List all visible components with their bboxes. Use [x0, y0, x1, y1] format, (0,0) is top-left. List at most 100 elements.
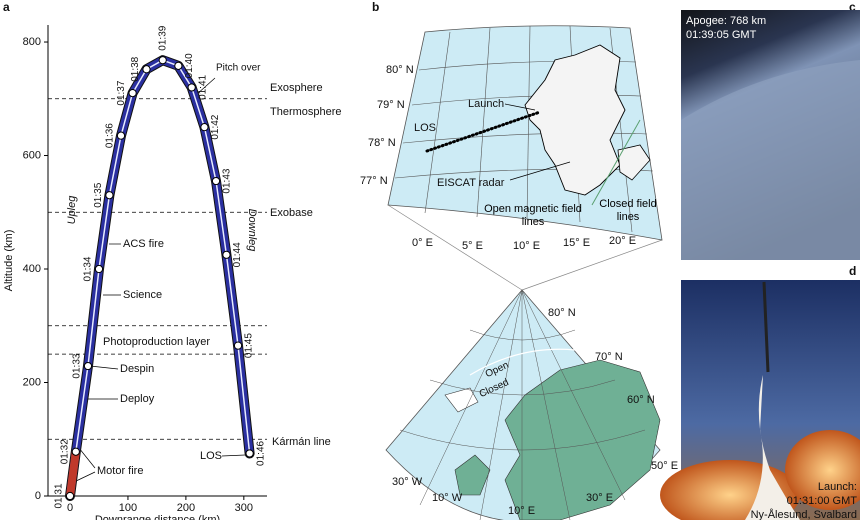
leader [509, 161, 571, 181]
map-label: LOS [414, 122, 436, 134]
time-label: 01:34 [83, 256, 94, 281]
oval [469, 348, 576, 376]
lat-label: 50° E [651, 460, 678, 472]
annotation: Photoproduction layer [103, 336, 210, 348]
y-tick-label: 800 [23, 36, 41, 48]
annotation: Kármán line [272, 436, 331, 448]
annotation: ACS fire [123, 238, 164, 250]
time-label: 01:35 [93, 182, 104, 207]
y-tick-label: 400 [23, 263, 41, 275]
lon-label: 30° W [392, 476, 423, 488]
panel-label: d [849, 264, 856, 278]
time-marker [83, 361, 93, 371]
map-label: EISCAT radar [437, 177, 505, 189]
lon-label: 15° E [563, 237, 590, 249]
y-tick-label: 600 [23, 149, 41, 161]
leader [73, 471, 96, 483]
lon-label: 20° E [609, 235, 636, 247]
leader [195, 77, 216, 96]
photo-caption: 01:31:00 GMT [787, 495, 858, 507]
panel-b: 80° N 79° N 78° N 77° N 0° E 5° E 10° E … [360, 25, 678, 520]
lat-label: 79° N [377, 99, 405, 111]
x-tick-label: 100 [119, 502, 137, 514]
leader [78, 447, 96, 469]
connector [387, 204, 523, 291]
annotation: Downleg [246, 209, 258, 253]
time-label: 01:43 [222, 168, 233, 193]
time-marker [174, 61, 183, 70]
y-axis-label: Altitude (km) [3, 230, 15, 292]
field-boundary [591, 119, 641, 206]
lon-label: 0° E [412, 237, 433, 249]
photo-caption: Ny-Ålesund, Svalbard [751, 508, 857, 520]
leader [504, 103, 536, 111]
map-label-box: Open magnetic field lines [484, 203, 582, 228]
lon-label: 5° E [462, 240, 483, 252]
annotation: LOS [200, 450, 222, 462]
x-tick-label: 200 [177, 502, 195, 514]
rocket [762, 281, 770, 373]
lon-label: 10° E [508, 505, 535, 517]
annotation: Exosphere [270, 82, 323, 94]
time-label: 01:33 [72, 353, 83, 378]
graticule [399, 289, 646, 520]
lon-label: 30° E [586, 492, 613, 504]
x-tick-label: 0 [67, 502, 73, 514]
map-label-box: Closed field lines [599, 198, 656, 223]
time-marker [222, 250, 231, 259]
time-label: 01:42 [210, 114, 221, 139]
time-label: 01:37 [116, 80, 127, 105]
time-marker [71, 447, 80, 456]
panel-label: a [3, 0, 10, 14]
iceland [444, 387, 479, 413]
y-tick-label: 200 [23, 376, 41, 388]
trajectory [66, 56, 254, 500]
time-label: 01:31 [54, 483, 65, 508]
time-label: 01:46 [255, 440, 266, 465]
trajectory-core [69, 59, 251, 497]
time-label: 01:32 [59, 439, 70, 464]
los-track [425, 110, 542, 153]
time-marker [200, 123, 209, 132]
time-marker [128, 88, 137, 98]
leader [89, 365, 119, 370]
lat-label: 77° N [360, 175, 388, 187]
time-label: 01:41 [197, 74, 208, 99]
map-labels: 80° N 79° N 78° N 77° N 0° E 5° E 10° E … [360, 64, 678, 517]
time-marker [245, 449, 254, 458]
plume [745, 375, 800, 520]
map-label: Launch [468, 98, 504, 110]
time-marker [187, 83, 196, 92]
time-label: 01:38 [130, 56, 141, 81]
annotation: Motor fire [97, 465, 143, 477]
cloud [785, 430, 860, 510]
annotation: Despin [120, 363, 154, 375]
time-label: 01:39 [157, 25, 168, 50]
lat-label: 70° N [595, 351, 623, 363]
time-label: 01:45 [244, 333, 255, 358]
lat-label: 60° N [627, 394, 655, 406]
x-axis-label: Downrange distance (km) [95, 514, 220, 520]
annotation: Deploy [120, 393, 155, 405]
panel-d: Launch: 01:31:00 GMT Ny-Ålesund, Svalbar… [660, 280, 860, 520]
panel-label: b [372, 0, 379, 14]
annotation: Exobase [270, 207, 313, 219]
time-label: 01:40 [184, 53, 195, 78]
y-tick-label: 0 [35, 490, 41, 502]
time-marker [142, 65, 151, 74]
lon-label: 10° E [513, 240, 540, 252]
time-label: 01:36 [105, 123, 116, 148]
annotation: Pitch over [216, 63, 261, 74]
photo-caption: Launch: [818, 481, 857, 493]
british-isles [454, 454, 491, 496]
time-marker [158, 56, 167, 65]
time-marker [105, 191, 114, 200]
time-marker [233, 341, 243, 350]
time-label: 01:44 [232, 242, 243, 267]
map-label: Open magnetic field lines [484, 203, 582, 228]
time-marker [65, 491, 75, 501]
time-marker [211, 176, 221, 186]
annotation: Science [123, 289, 162, 301]
photo-caption: Apogee: 768 km [686, 15, 766, 27]
